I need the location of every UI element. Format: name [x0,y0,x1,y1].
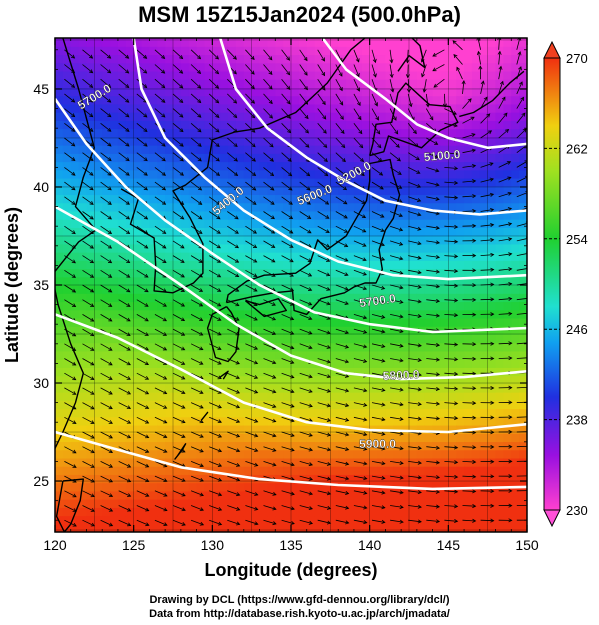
longitude-axis: 120 125 130 135 140 145 150 [43,38,539,553]
x-tick-label: 140 [358,537,382,553]
y-tick-label: 45 [33,81,49,97]
chart-title: MSM 15Z15Jan2024 (500.0hPa) [138,2,461,27]
colorbar-tick-label: 262 [566,141,588,156]
colorbar-tick-label: 238 [566,413,588,428]
height-contours [55,38,527,491]
contour-label: 5100.0 [423,147,461,164]
x-axis-label: Longitude (degrees) [204,560,377,580]
x-tick-label: 120 [43,537,67,553]
colorbar-tick-label: 246 [566,322,588,337]
colorbar-tick-label: 230 [566,503,588,518]
colorbar-tick-label: 254 [566,232,588,247]
wind-vectors [64,38,527,527]
credit-data: Data from http://database.rish.kyoto-u.a… [149,608,450,620]
contour-label: 5800.0 [382,367,420,383]
weather-map: 5700.05400.05100.05200.05600.05700.05800… [2,37,588,580]
coastlines [55,38,525,532]
y-axis-label: Latitude (degrees) [2,207,22,363]
x-tick-label: 125 [122,537,146,553]
contour-label: 5700.0 [358,291,397,310]
y-tick-label: 40 [33,179,49,195]
x-tick-label: 135 [279,537,303,553]
y-tick-label: 25 [33,473,49,489]
latitude-axis: 25 30 35 40 45 [33,49,527,521]
y-tick-label: 35 [33,277,49,293]
colorbar: 270 262 254 246 238 230 [543,40,588,528]
x-tick-label: 145 [437,537,461,553]
y-tick-label: 30 [33,375,49,391]
colorbar-tick-label: 270 [566,51,588,66]
credit-drawing: Drawing by DCL (https://www.gfd-dennou.o… [149,594,450,606]
contour-label: 5900.0 [359,437,396,451]
x-tick-label: 150 [515,537,539,553]
x-tick-label: 130 [201,537,225,553]
